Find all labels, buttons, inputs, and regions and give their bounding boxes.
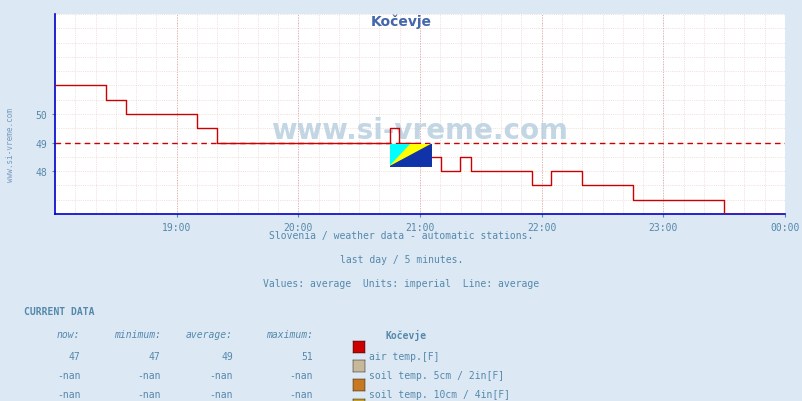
Text: last day / 5 minutes.: last day / 5 minutes.	[339, 255, 463, 265]
Text: www.si-vreme.com: www.si-vreme.com	[6, 107, 15, 181]
Text: Values: average  Units: imperial  Line: average: Values: average Units: imperial Line: av…	[263, 279, 539, 289]
Text: Kočevje: Kočevje	[371, 14, 431, 28]
Text: -nan: -nan	[290, 370, 313, 380]
Text: CURRENT DATA: CURRENT DATA	[24, 307, 95, 317]
Text: -nan: -nan	[209, 389, 233, 399]
Text: -nan: -nan	[137, 389, 160, 399]
Text: -nan: -nan	[57, 389, 80, 399]
Text: now:: now:	[57, 329, 80, 339]
Text: soil temp. 5cm / 2in[F]: soil temp. 5cm / 2in[F]	[369, 370, 504, 380]
Text: minimum:: minimum:	[113, 329, 160, 339]
Text: 49: 49	[221, 351, 233, 361]
Polygon shape	[389, 145, 431, 168]
Text: www.si-vreme.com: www.si-vreme.com	[271, 117, 568, 145]
Text: maximum:: maximum:	[265, 329, 313, 339]
Text: 51: 51	[301, 351, 313, 361]
Text: Kočevje: Kočevje	[385, 329, 426, 340]
Text: -nan: -nan	[137, 370, 160, 380]
Text: 47: 47	[148, 351, 160, 361]
Text: -nan: -nan	[57, 370, 80, 380]
Text: air temp.[F]: air temp.[F]	[369, 351, 439, 361]
Text: -nan: -nan	[290, 389, 313, 399]
Text: soil temp. 10cm / 4in[F]: soil temp. 10cm / 4in[F]	[369, 389, 510, 399]
Text: Slovenia / weather data - automatic stations.: Slovenia / weather data - automatic stat…	[269, 231, 533, 241]
Text: 47: 47	[68, 351, 80, 361]
Polygon shape	[389, 145, 431, 168]
Polygon shape	[389, 145, 411, 168]
Text: -nan: -nan	[209, 370, 233, 380]
Text: average:: average:	[185, 329, 233, 339]
